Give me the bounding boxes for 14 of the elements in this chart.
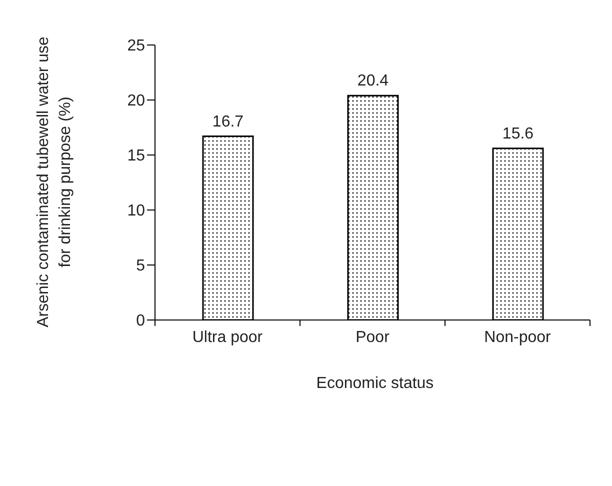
data-label: 15.6: [502, 125, 534, 142]
data-label: 16.7: [212, 113, 244, 130]
y-axis-title: Arsenic contaminated tubewell water use for drinking purpose (%): [35, 36, 74, 328]
x-tick-label: Non-poor: [484, 329, 552, 346]
y-tick-label: 20: [127, 92, 146, 110]
x-tick-label: Ultra poor: [192, 329, 264, 346]
y-tick-label: 25: [127, 38, 146, 55]
y-tick-label: 0: [136, 312, 146, 330]
data-label: 20.4: [357, 72, 389, 90]
y-tick-label: 15: [127, 148, 146, 165]
x-axis-title: Economic status: [316, 375, 434, 392]
x-tick-label: Poor: [356, 329, 390, 346]
y-tick-label: 10: [127, 202, 146, 220]
y-tick-label: 5: [136, 258, 146, 275]
